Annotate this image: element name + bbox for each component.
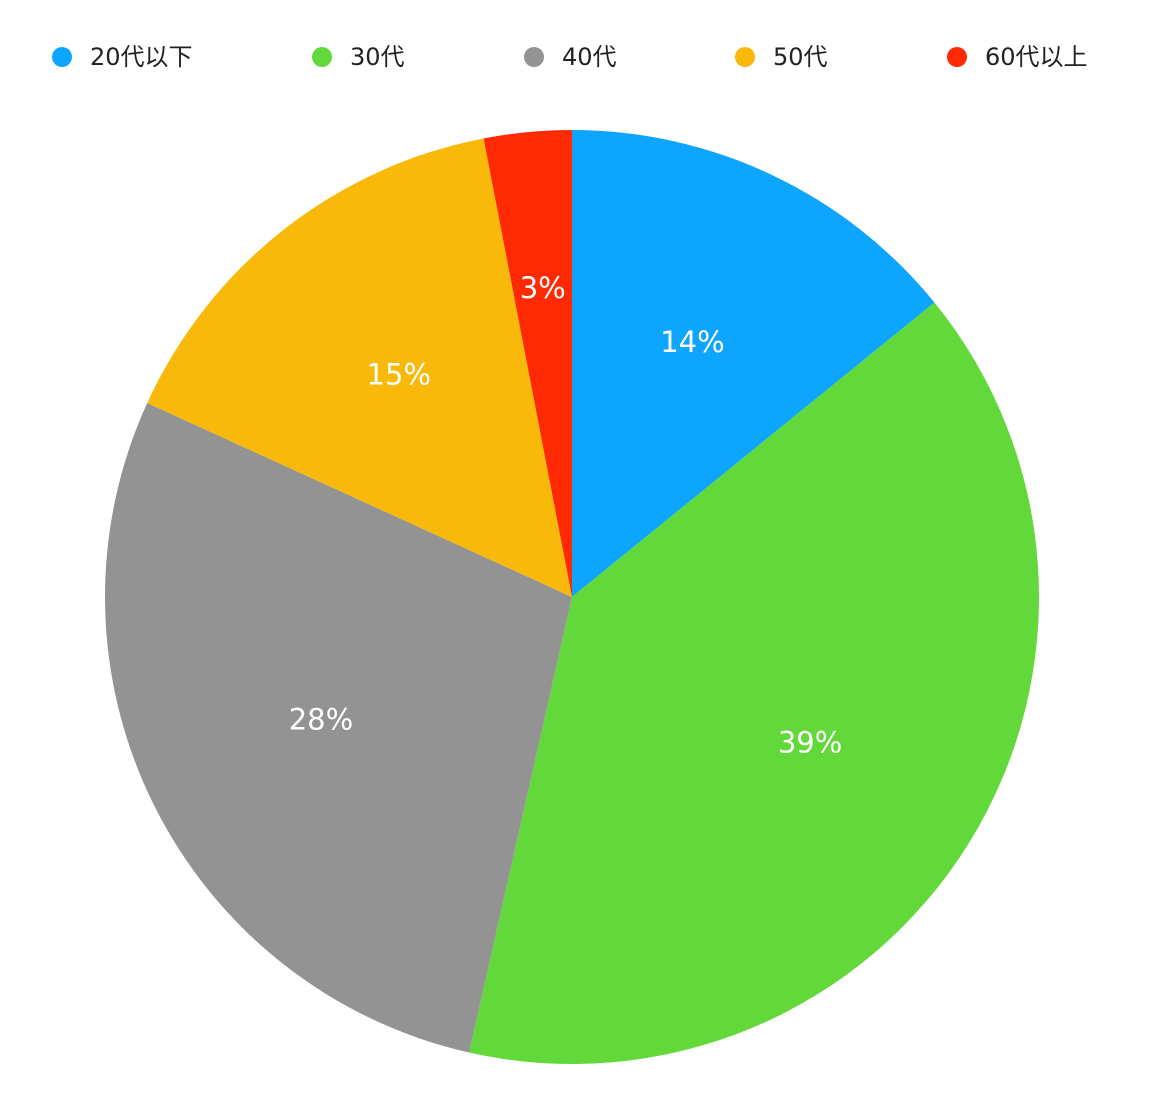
legend-marker — [524, 47, 544, 67]
pie-slice — [483, 130, 572, 597]
data-label: 28% — [289, 702, 353, 736]
legend-label: 30代 — [350, 43, 405, 71]
legend-label: 20代以下 — [90, 43, 193, 71]
pie-slice — [147, 138, 573, 597]
data-label: 39% — [778, 726, 842, 760]
data-label: 15% — [367, 358, 431, 392]
data-label: 3% — [520, 271, 566, 305]
legend-marker — [52, 47, 72, 67]
legend-label: 40代 — [562, 43, 617, 71]
pie-slice — [104, 403, 572, 1053]
pie-slice — [572, 130, 935, 597]
legend-marker — [312, 47, 332, 67]
legend-marker — [735, 47, 755, 67]
legend-marker — [947, 47, 967, 67]
legend-label: 60代以上 — [985, 43, 1088, 71]
pie-slice — [469, 302, 1039, 1065]
data-label: 14% — [660, 325, 724, 359]
legend-label: 50代 — [773, 43, 828, 71]
